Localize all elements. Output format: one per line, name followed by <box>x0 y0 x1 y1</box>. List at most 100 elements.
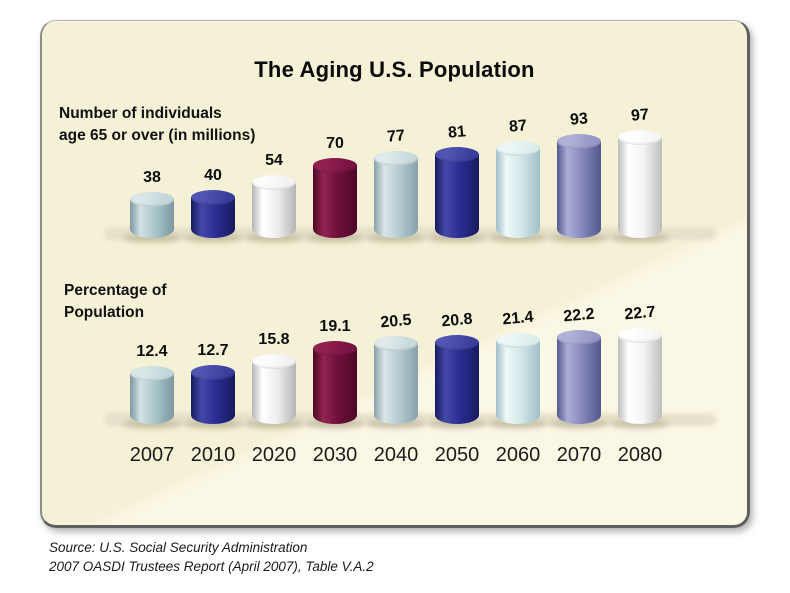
cylinder-bar <box>313 158 357 238</box>
cylinder-ground-shadow <box>489 233 547 243</box>
cylinder-bar <box>130 366 174 424</box>
cylinder-bar <box>557 330 601 424</box>
cylinder-cap <box>252 354 296 369</box>
cylinder-body <box>252 361 296 424</box>
cylinder-body <box>496 148 540 238</box>
cylinder-cap <box>130 366 174 381</box>
series2-label-line1: Percentage of <box>64 282 167 299</box>
year-label: 2010 <box>190 444 236 466</box>
cylinder-body <box>557 337 601 424</box>
cylinder-bar <box>191 365 235 424</box>
value-label: 12.4 <box>136 343 168 360</box>
cylinder-cap <box>496 141 540 156</box>
cylinder-cap <box>130 192 174 207</box>
chart-panel: The Aging U.S. Population Number of indi… <box>40 20 750 528</box>
value-label: 12.7 <box>197 342 229 359</box>
cylinder-bar <box>435 335 479 424</box>
cylinder-body <box>374 343 418 424</box>
cylinder-bar <box>618 328 662 424</box>
value-label: 97 <box>630 106 650 125</box>
cylinder-bar <box>252 354 296 424</box>
cylinder-ground-shadow <box>550 233 608 243</box>
cylinder-body <box>618 335 662 424</box>
value-label: 87 <box>508 117 528 136</box>
series1-label: Number of individuals age 65 or over (in… <box>59 103 255 147</box>
year-label: 2030 <box>312 444 358 466</box>
source-line2: 2007 OASDI Trustees Report (April 2007),… <box>49 558 374 574</box>
cylinder-body <box>435 154 479 238</box>
year-label: 2080 <box>617 444 663 466</box>
value-label: 20.5 <box>379 311 413 332</box>
year-label: 2007 <box>129 444 175 466</box>
value-label: 20.8 <box>440 310 474 331</box>
value-label: 40 <box>204 167 222 184</box>
cylinder-cap <box>252 175 296 190</box>
cylinder-bar <box>252 175 296 238</box>
cylinder-cap <box>557 134 601 149</box>
source-note: Source: U.S. Social Security Administrat… <box>49 539 374 576</box>
cylinder-ground-shadow <box>428 419 486 429</box>
cylinder-bar <box>374 336 418 424</box>
cylinder-bar <box>435 147 479 238</box>
cylinder-cap <box>496 333 540 348</box>
series1-label-line1: Number of individuals <box>59 105 222 122</box>
cylinder-bar <box>130 192 174 238</box>
cylinder-cap <box>435 335 479 350</box>
cylinder-ground-shadow <box>367 419 425 429</box>
cylinder-ground-shadow <box>184 233 242 243</box>
series2-label: Percentage of Population <box>64 280 167 324</box>
value-label: 81 <box>447 123 467 142</box>
cylinder-cap <box>191 190 235 205</box>
cylinder-bar <box>557 134 601 238</box>
cylinder-ground-shadow <box>306 233 364 243</box>
value-label: 19.1 <box>319 318 351 335</box>
value-label: 38 <box>143 169 161 186</box>
cylinder-body <box>313 348 357 424</box>
cylinder-body <box>496 340 540 424</box>
cylinder-cap <box>374 336 418 351</box>
cylinder-ground-shadow <box>306 419 364 429</box>
year-label: 2060 <box>495 444 541 466</box>
cylinder-bar <box>313 341 357 424</box>
value-label: 15.8 <box>258 331 290 348</box>
cylinder-ground-shadow <box>245 419 303 429</box>
cylinder-bar <box>496 141 540 238</box>
cylinder-cap <box>313 158 357 173</box>
cylinder-cap <box>191 365 235 380</box>
cylinder-body <box>313 165 357 238</box>
cylinder-ground-shadow <box>123 233 181 243</box>
cylinder-cap <box>435 147 479 162</box>
cylinder-ground-shadow <box>611 233 669 243</box>
source-line1: Source: U.S. Social Security Administrat… <box>49 540 308 555</box>
cylinder-body <box>374 158 418 238</box>
series2-label-line2: Population <box>64 304 145 321</box>
year-label: 2070 <box>556 444 602 466</box>
cylinder-cap <box>374 151 418 166</box>
value-label: 54 <box>265 152 283 169</box>
cylinder-ground-shadow <box>184 419 242 429</box>
cylinder-ground-shadow <box>489 419 547 429</box>
year-label: 2040 <box>373 444 419 466</box>
value-label: 22.2 <box>562 305 596 326</box>
cylinder-body <box>130 373 174 424</box>
cylinder-ground-shadow <box>123 419 181 429</box>
chart-area: 38 40 54 70 77 81 87 93 97 12.4 12.7 15.8 19.1 20.5 20… <box>42 21 747 525</box>
cylinder-ground-shadow <box>428 233 486 243</box>
cylinder-body <box>618 137 662 238</box>
cylinder-cap <box>618 328 662 343</box>
cylinder-body <box>252 182 296 238</box>
series1-label-line2: age 65 or over (in millions) <box>59 127 256 144</box>
value-label: 93 <box>569 110 589 129</box>
cylinder-body <box>435 342 479 424</box>
cylinder-ground-shadow <box>611 419 669 429</box>
cylinder-bar <box>191 190 235 238</box>
value-label: 77 <box>386 127 406 146</box>
cylinder-cap <box>557 330 601 345</box>
cylinder-ground-shadow <box>245 233 303 243</box>
cylinder-body <box>557 141 601 238</box>
value-label: 21.4 <box>501 308 535 329</box>
cylinder-cap <box>618 130 662 145</box>
cylinder-bar <box>374 151 418 238</box>
cylinder-cap <box>313 341 357 356</box>
value-label: 22.7 <box>623 303 657 324</box>
